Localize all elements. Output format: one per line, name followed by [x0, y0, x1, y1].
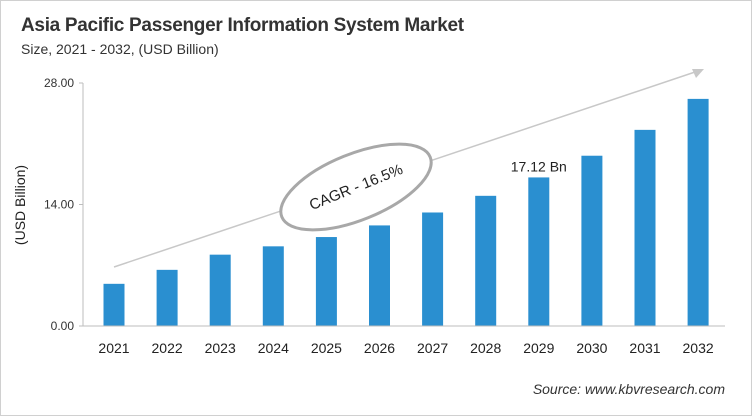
bar-2030	[581, 155, 603, 326]
source-note: Source: www.kbvresearch.com	[532, 381, 725, 397]
chart-title: Asia Pacific Passenger Information Syste…	[21, 15, 464, 36]
bar-2023	[209, 254, 231, 326]
bar-2027	[422, 212, 444, 326]
data-label: 17.12 Bn	[511, 158, 567, 174]
x-tick-label: 2025	[311, 340, 342, 356]
bar-2025	[315, 237, 337, 326]
bar-2022	[156, 269, 178, 326]
bar-2021	[103, 283, 125, 326]
bar-2028	[475, 195, 497, 326]
x-tick-label: 2026	[364, 340, 395, 356]
bar-2031	[634, 129, 656, 326]
cagr-annotation: CAGR - 16.5%	[279, 142, 433, 232]
x-tick-label: 2029	[523, 340, 554, 356]
x-tick-label: 2024	[258, 340, 289, 356]
bar-2026	[369, 225, 390, 326]
x-tick-label: 2028	[470, 340, 501, 356]
x-tick-label: 2023	[205, 340, 236, 356]
x-tick-label: 2032	[683, 340, 714, 356]
growth-arrow-head	[692, 69, 704, 78]
chart-subtitle: Size, 2021 - 2032, (USD Billion)	[21, 41, 219, 57]
x-tick-label: 2027	[417, 340, 448, 356]
y-tick-label: 0.00	[51, 319, 75, 333]
y-tick-label: 14.00	[44, 198, 74, 212]
y-axis-label: (USD Billion)	[12, 165, 28, 245]
x-tick-label: 2031	[629, 340, 660, 356]
bar-2032	[687, 98, 709, 327]
y-tick-label: 28.00	[44, 76, 74, 90]
x-tick-label: 2030	[576, 340, 607, 356]
bar-2024	[262, 246, 284, 326]
x-tick-label: 2021	[98, 340, 129, 356]
x-tick-label: 2022	[152, 340, 183, 356]
bar-2029	[528, 177, 550, 326]
